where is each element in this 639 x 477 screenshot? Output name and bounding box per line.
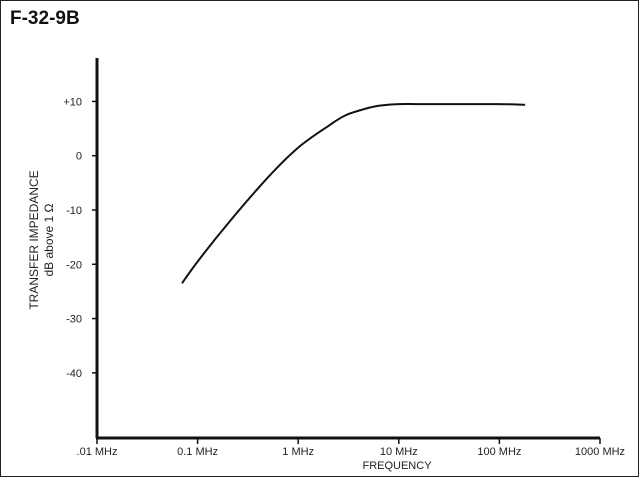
x-tick-label: 0.1 MHz	[177, 446, 218, 458]
y-tick-label: -30	[66, 314, 82, 326]
ticks: .01 MHz 0.1 MHz 1 MHz 10 MHz 100 MHz 1000 MHz…	[63, 96, 625, 458]
x-tick-label: 1 MHz	[282, 446, 314, 458]
y-tick-label: +10	[63, 96, 82, 108]
axes	[95, 58, 600, 440]
x-axis-label: FREQUENCY	[362, 460, 432, 472]
y-axis-units-label: dB above 1 Ω	[42, 203, 56, 276]
series-line	[181, 103, 526, 284]
x-tick-label: .01 MHz	[77, 446, 118, 458]
y-tick-label: -40	[66, 368, 82, 380]
figure-label: F-32-9B	[10, 8, 80, 29]
x-tick-label: 1000 MHz	[575, 446, 625, 458]
y-tick-label: -20	[66, 259, 82, 271]
series-layer	[181, 103, 526, 284]
x-tick-label: 10 MHz	[380, 446, 418, 458]
y-tick-label: -10	[66, 205, 82, 217]
y-tick-label: 0	[76, 151, 82, 163]
y-axis-label: TRANSFER IMPEDANCE	[27, 170, 41, 309]
x-tick-label: 100 MHz	[477, 446, 521, 458]
